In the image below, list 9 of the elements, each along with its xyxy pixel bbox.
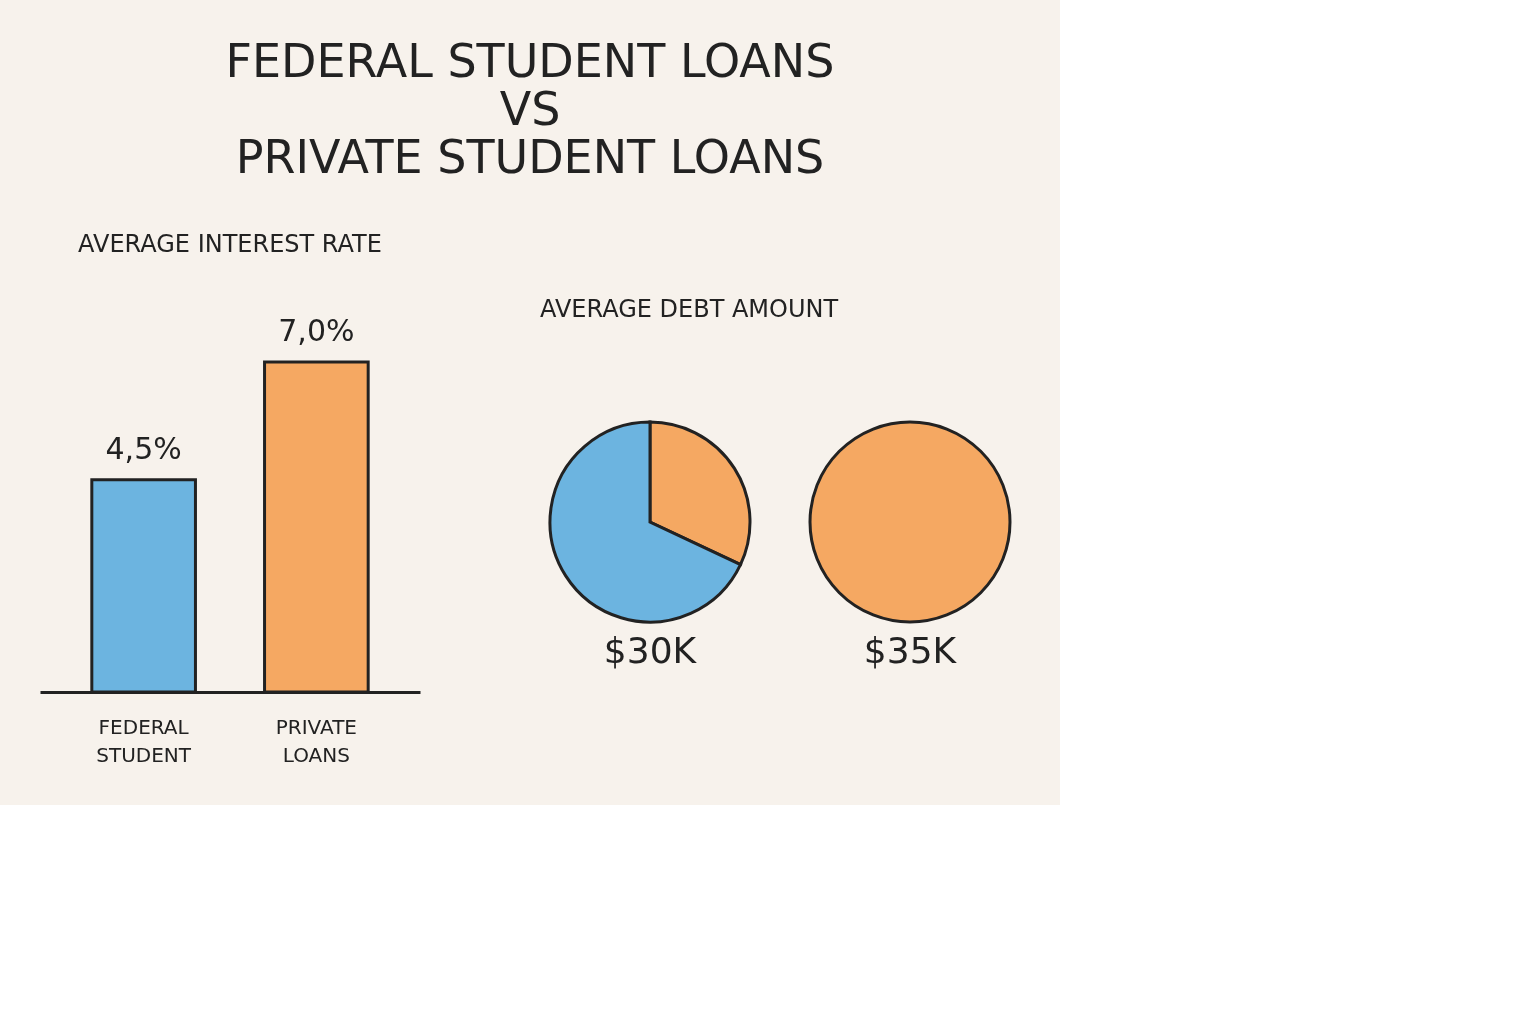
x-tick-label: PRIVATE LOANS bbox=[275, 714, 357, 767]
data-label: 4,5% bbox=[105, 430, 182, 466]
text: $35K bbox=[863, 630, 958, 671]
chart-title: AVERAGE DEBT AMOUNT bbox=[540, 295, 839, 323]
data-label: 7,0% bbox=[278, 313, 355, 348]
text: $30K bbox=[603, 630, 698, 671]
chart-subtitle: AVERAGE INTEREST RATE bbox=[78, 230, 382, 258]
text: FEDERAL STUDENT LOANS VS PRIVATE STUDENT LOANS bbox=[225, 34, 835, 184]
x-tick-label: FEDERAL STUDENT bbox=[96, 714, 192, 767]
